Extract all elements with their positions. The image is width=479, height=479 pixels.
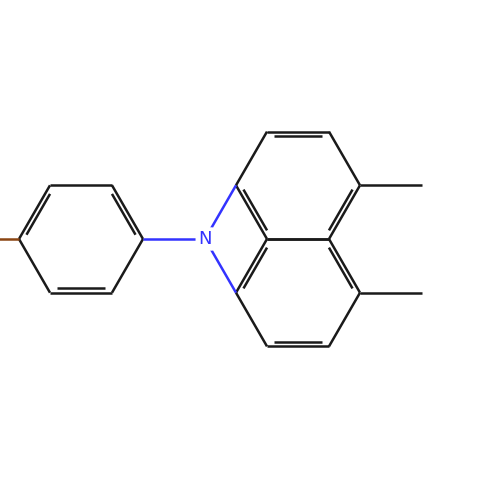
Text: N: N	[198, 230, 212, 248]
